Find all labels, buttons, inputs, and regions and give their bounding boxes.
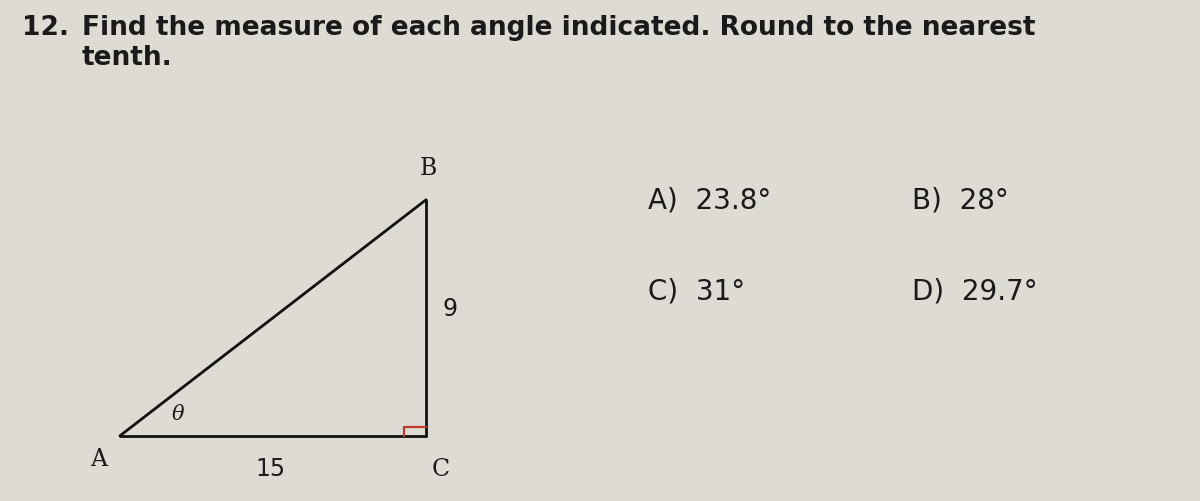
Text: Find the measure of each angle indicated. Round to the nearest: Find the measure of each angle indicated… xyxy=(82,15,1036,41)
Text: 15: 15 xyxy=(254,456,286,480)
Text: B)  28°: B) 28° xyxy=(912,186,1009,214)
Text: A: A xyxy=(90,447,107,470)
Text: 12.: 12. xyxy=(22,15,68,41)
Text: D)  29.7°: D) 29.7° xyxy=(912,277,1038,305)
Text: 9: 9 xyxy=(443,296,457,320)
Text: B: B xyxy=(420,156,437,179)
Text: θ: θ xyxy=(172,404,184,423)
Text: C)  31°: C) 31° xyxy=(648,277,745,305)
Text: C: C xyxy=(431,457,450,480)
Text: tenth.: tenth. xyxy=(82,15,173,71)
Text: A)  23.8°: A) 23.8° xyxy=(648,186,772,214)
